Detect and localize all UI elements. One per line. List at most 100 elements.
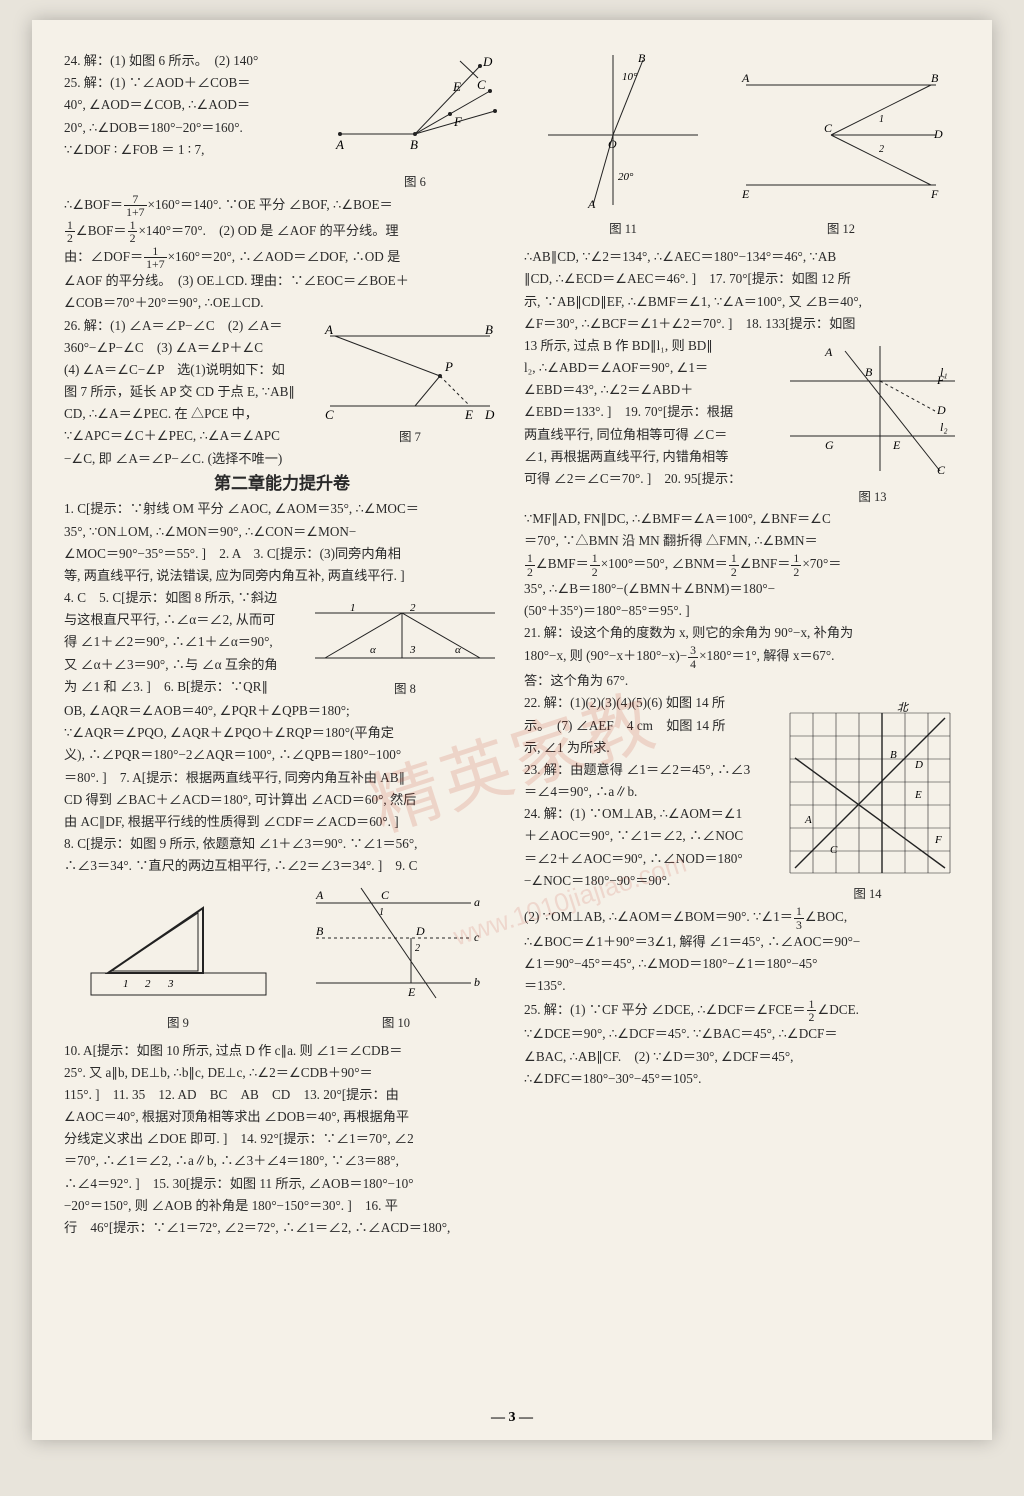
figure-13: A B F D G C E l₁ l₂ 图 13 [785,335,960,508]
figure-9: 1 2 3 图 9 [83,883,273,1033]
text: 25. 解：(1) ∵CF 平分 ∠DCE, ∴∠DCF＝∠FCE＝12∠DCE… [524,998,960,1024]
text: ＝80°. ] 7. A[提示：根据两直线平行, 同旁内角互补由 AB∥ [64,767,500,789]
svg-text:a: a [474,895,480,909]
text: ∠F＝30°, ∴∠BCF＝∠1＋∠2＝70°. ] 18. 133[提示：如图 [524,313,960,335]
fig7-label: 图 7 [320,427,500,448]
text: 12∠BOF＝12×140°＝70°. (2) OD 是 ∠AOF 的平分线。理 [64,219,500,245]
svg-text:F: F [934,834,942,846]
figure-row-9-10: 1 2 3 图 9 a c b A B C [64,883,500,1033]
fig7-svg: AB CD EP [320,321,500,421]
fig12-label: 图 12 [736,219,946,240]
text: 8. C[提示：如图 9 所示, 依题意知 ∠1＋∠3＝90°. ∵∠1＝56°… [64,833,500,855]
text: 答：这个角为 67°. [524,670,960,692]
svg-text:2: 2 [879,144,884,155]
svg-text:C: C [937,463,946,477]
svg-text:E: E [464,407,473,421]
svg-text:c: c [474,930,480,944]
text: 示, ∵AB∥CD∥EF, ∴∠BMF＝∠1, ∵∠A＝100°, 又 ∠B＝4… [524,291,960,313]
text: ∴∠BOC＝∠1＋90°＝3∠1, 解得 ∠1＝45°, ∴∠AOC＝90°− [524,931,960,953]
fig8-svg: 12 α3 α [310,593,500,673]
fig11-svg: O B A 10° 20° [538,50,708,210]
svg-text:E: E [407,985,416,999]
fig10-svg: a c b A B C D E 1 2 [311,883,481,1003]
svg-text:1: 1 [879,114,884,125]
svg-text:A: A [324,322,333,337]
svg-text:B: B [316,924,324,938]
figure-11: O B A 10° 20° 图 11 [538,50,708,240]
text: 180°−x, 则 (90°−x＋180°−x)−34×180°＝1°, 解得 … [524,644,960,670]
text: 分线定义求出 ∠DOE 即可. ] 14. 92°[提示：∵∠1＝70°, ∠2 [64,1128,500,1150]
svg-text:B: B [410,137,418,152]
figure-row-11-12: O B A 10° 20° 图 11 A B C D E F [524,50,960,240]
svg-text:2: 2 [145,978,151,990]
text: ∠1＝90°−45°＝45°, ∴∠MOD＝180°−∠1＝180°−45° [524,953,960,975]
svg-text:E: E [892,438,901,452]
fig14-label: 图 14 [775,884,960,905]
text: ∴∠3＝34°. ∵直尺的两边互相平行, ∴∠2＝∠3＝34°. ] 9. C [64,855,500,877]
content-columns: AB DC EF 图 6 24. 解：(1) 如图 6 所示。 (2) 140°… [64,50,960,1400]
fig13-label: 图 13 [785,487,960,508]
text: CD 得到 ∠BAC＋∠ACD＝180°, 可计算出 ∠ACD＝60°, 然后 [64,789,500,811]
text: 35°, ∴∠B＝180°−(∠BMN＋∠BNM)＝180°− [524,578,960,600]
svg-text:C: C [824,121,833,135]
text: 25°. 又 a∥b, DE⊥b, ∴b∥c, DE⊥c, ∴∠2＝∠CDB＋9… [64,1062,500,1084]
text: 10. A[提示：如图 10 所示, 过点 D 作 c∥a. 则 ∠1＝∠CDB… [64,1040,500,1062]
svg-text:F: F [930,187,939,201]
svg-text:A: A [741,71,750,85]
text: ∠COB＝70°＋20°＝90°, ∴OE⊥CD. [64,292,500,314]
figure-7: AB CD EP 图 7 [320,315,500,448]
svg-text:α: α [455,644,461,656]
text: ∠BAC, ∴AB∥CF. (2) ∵∠D＝30°, ∠DCF＝45°, [524,1046,960,1068]
text: ∠AOC＝40°, 根据对顶角相等求出 ∠DOB＝40°, 再根据角平 [64,1106,500,1128]
svg-text:E: E [914,789,922,801]
svg-text:D: D [936,403,946,417]
svg-text:E: E [452,79,461,94]
fig12-svg: AB CD EF 12 [736,60,946,210]
svg-text:D: D [933,127,943,141]
svg-text:O: O [608,137,617,151]
text: ∴∠DFC＝180°−30°−45°＝105°. [524,1068,960,1090]
text: ∵∠DCE＝90°, ∴∠DCF＝45°. ∵∠BAC＝45°, ∴∠DCF＝ [524,1023,960,1045]
svg-text:B: B [638,51,646,65]
fig6-label: 图 6 [330,172,500,193]
figure-8: 12 α3 α 图 8 [310,587,500,700]
fig8-label: 图 8 [310,679,500,700]
text: −20°＝150°, 则 ∠AOB 的补角是 180°−150°＝30°. ] … [64,1195,500,1217]
text: ＝70°, ∴∠1＝∠2, ∴a∥b, ∴∠3＋∠4＝180°, ∵∠3＝88°… [64,1150,500,1172]
svg-text:A: A [804,814,812,826]
svg-text:A: A [335,137,344,152]
text: ＝70°, ∵△BMN 沿 MN 翻折得 △FMN, ∴∠BMN＝ [524,530,960,552]
svg-text:P: P [444,359,453,374]
svg-text:20°: 20° [618,171,634,183]
text: 12∠BMF＝12×100°＝50°, ∠BNM＝12∠BNF＝12×70°＝ [524,552,960,578]
svg-text:B: B [485,322,493,337]
svg-text:E: E [741,187,750,201]
text: 等, 两直线平行, 说法错误, 应为同旁内角互补, 两直线平行. ] [64,565,500,587]
svg-text:D: D [482,56,493,69]
svg-text:C: C [830,844,838,856]
svg-text:2: 2 [415,943,420,954]
text: ＝135°. [524,975,960,997]
svg-text:C: C [477,77,486,92]
text: −∠C, 即 ∠A＝∠P−∠C. (选择不唯一) [64,448,500,470]
text: 1. C[提示：∵射线 OM 平分 ∠AOC, ∠AOM＝35°, ∴∠MOC＝ [64,498,500,520]
svg-text:1: 1 [350,602,356,614]
text: 115°. ] 11. 35 12. AD BC AB CD 13. 20°[提… [64,1084,500,1106]
section-title: 第二章能力提升卷 [64,470,500,499]
svg-text:2: 2 [410,602,416,614]
svg-text:A: A [824,345,833,359]
text: 35°, ∵ON⊥OM, ∴∠MON＝90°, ∴∠CON＝∠MON− [64,521,500,543]
text: ∵∠AQR＝∠PQO, ∠AQR＋∠PQO＋∠RQP＝180°(平角定 [64,722,500,744]
fig10-label: 图 10 [311,1013,481,1034]
figure-12: AB CD EF 12 图 12 [736,60,946,240]
text: ∠MOC＝90°−35°＝55°. ] 2. A 3. C[提示：(3)同旁内角… [64,543,500,565]
text: 由 AC∥DF, 根据平行线的性质得到 ∠CDF＝∠ACD＝60°. ] [64,811,500,833]
text: (2) ∵OM⊥AB, ∴∠AOM＝∠BOM＝90°. ∵∠1＝13∠BOC, [524,905,960,931]
text: ∥CD, ∴∠ECD＝∠AEC＝46°. ] 17. 70°[提示：如图 12 … [524,268,960,290]
text: 行 46°[提示：∵∠1＝72°, ∠2＝72°, ∴∠1＝∠2, ∴∠ACD＝… [64,1217,500,1239]
text: 义), ∴∠PQR＝180°−2∠AQR＝100°, ∴∠QPB＝180°−10… [64,744,500,766]
svg-text:C: C [325,407,334,421]
svg-text:A: A [315,888,324,902]
svg-text:α: α [370,644,376,656]
svg-text:北: 北 [897,701,910,714]
